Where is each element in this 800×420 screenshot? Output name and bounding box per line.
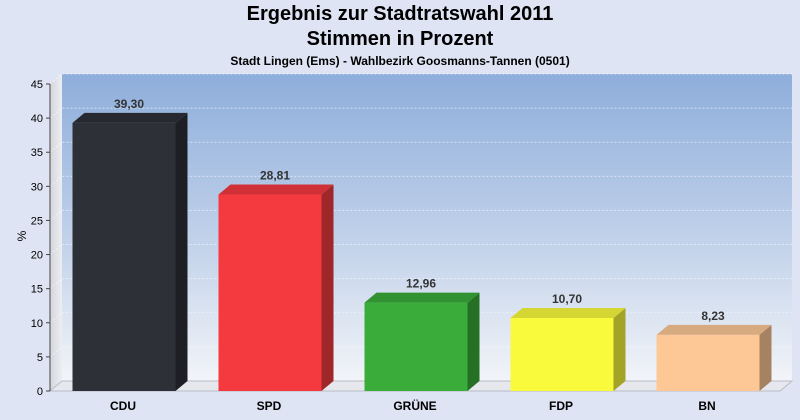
bar-side [467, 292, 480, 391]
x-tick-label: BN [698, 399, 715, 413]
bar-cdu [72, 112, 188, 392]
y-tick-label: 5 [37, 352, 43, 364]
bar-front [364, 302, 468, 391]
x-tick-label: GRÜNE [393, 398, 436, 413]
bar-side [759, 324, 772, 391]
bar-side [321, 184, 334, 391]
gridline [49, 244, 792, 255]
gridline [49, 278, 792, 290]
bar-grne [364, 292, 480, 391]
chart-title-line2: Stimmen in Prozent [306, 28, 494, 50]
bar-top [510, 308, 626, 319]
bar-top [364, 292, 480, 303]
chart-title: Ergebnis zur Stadtratswahl 2011 [246, 3, 554, 25]
plot-side-wall [50, 74, 62, 391]
gridline [49, 73, 792, 85]
bar-bn [656, 324, 772, 391]
y-tick-label: 25 [31, 215, 43, 227]
bar-value-label: 39,30 [114, 97, 144, 111]
y-tick-label: 45 [31, 79, 43, 91]
y-tick-label: 35 [31, 147, 43, 159]
y-tick-label: 0 [37, 386, 43, 398]
chart-subtitle: Stadt Lingen (Ems) - Wahlbezirk Goosmann… [230, 54, 570, 68]
bar-top [656, 324, 772, 335]
bar-side [613, 308, 626, 391]
x-tick-label: SPD [257, 399, 282, 413]
y-tick-label: 15 [31, 284, 43, 296]
gridline [49, 141, 792, 153]
gridline [49, 346, 792, 358]
y-tick-label: 40 [31, 113, 43, 125]
bar-value-label: 28,81 [260, 168, 290, 182]
bar-value-label: 8,23 [701, 309, 725, 323]
bar-top [72, 112, 188, 123]
y-tick-label: 30 [31, 181, 43, 193]
bar-value-label: 12,96 [406, 277, 436, 291]
x-tick-label: FDP [549, 399, 573, 413]
bar-front [656, 334, 760, 391]
gridline [49, 107, 792, 119]
y-tick-label: 10 [31, 318, 43, 330]
bar-front [72, 122, 176, 392]
bar-side [175, 112, 188, 392]
bar-value-label: 10,70 [552, 292, 582, 306]
gridline [49, 175, 792, 187]
gridline [49, 209, 792, 221]
gridline [49, 312, 792, 324]
y-tick-label: 20 [31, 250, 43, 262]
x-tick-label: CDU [110, 399, 136, 413]
bar-fdp [510, 308, 626, 391]
bar-front [510, 318, 614, 391]
bar-front [218, 194, 322, 391]
bar-spd [218, 184, 334, 391]
bar-top [218, 184, 334, 195]
y-axis-label: % [15, 230, 29, 241]
